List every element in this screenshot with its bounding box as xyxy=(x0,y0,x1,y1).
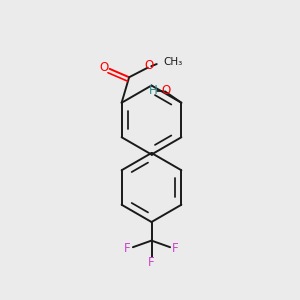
Text: F: F xyxy=(172,242,179,255)
Text: O: O xyxy=(161,84,171,97)
Text: F: F xyxy=(124,242,131,255)
Text: O: O xyxy=(100,61,109,74)
Text: H: H xyxy=(149,84,158,97)
Text: O: O xyxy=(145,59,154,72)
Text: F: F xyxy=(148,256,155,269)
Text: CH₃: CH₃ xyxy=(163,57,183,67)
